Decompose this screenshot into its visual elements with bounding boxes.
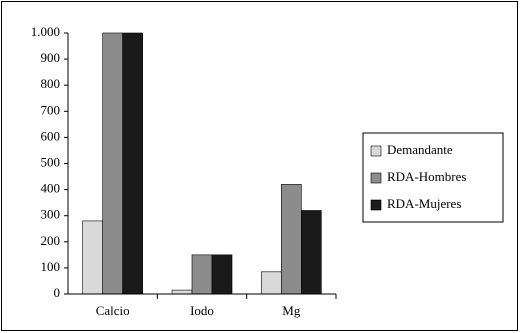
legend-label: Demandante — [387, 142, 453, 157]
y-tick-label: 0 — [54, 285, 61, 300]
legend-swatch — [370, 172, 382, 184]
y-tick-label: 500 — [41, 154, 61, 169]
x-tick-label: Calcio — [96, 303, 130, 318]
bar — [211, 254, 233, 295]
bar — [281, 184, 302, 295]
bar — [102, 32, 123, 295]
y-tick-label: 800 — [41, 76, 61, 91]
bar — [82, 220, 103, 295]
y-tick-label: 1.000 — [31, 24, 60, 39]
y-tick-label: 400 — [41, 181, 61, 196]
bar — [122, 32, 143, 295]
bar — [191, 254, 213, 295]
legend-label: RDA-Hombres — [387, 169, 466, 184]
y-tick-label: 300 — [41, 207, 61, 222]
legend-swatch — [370, 145, 382, 157]
legend-box — [362, 132, 504, 223]
legend-swatch — [370, 199, 382, 211]
x-tick-label: Iodo — [190, 303, 214, 318]
y-tick-label: 900 — [41, 50, 61, 65]
y-tick-label: 700 — [41, 102, 61, 117]
y-tick-label: 100 — [41, 259, 61, 274]
bar — [261, 271, 282, 295]
x-tick-label: Mg — [282, 303, 301, 318]
y-tick-label: 600 — [41, 128, 61, 143]
bar — [171, 289, 193, 295]
legend-label: RDA-Mujeres — [387, 196, 461, 211]
bar — [301, 210, 322, 295]
y-tick-label: 200 — [41, 233, 61, 248]
